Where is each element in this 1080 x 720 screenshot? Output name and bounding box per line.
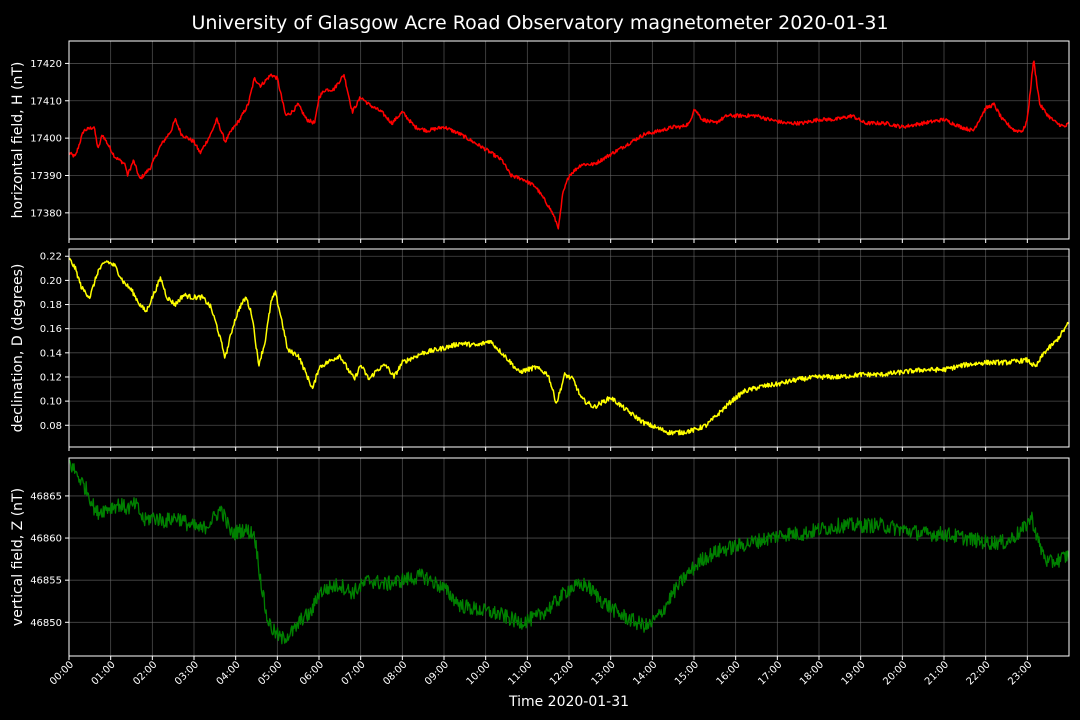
y-tick-label: 46865 (30, 491, 62, 502)
x-tick-label: 07:00 (340, 659, 368, 687)
x-tick-label: 22:00 (965, 659, 993, 687)
y-tick-label: 0.18 (40, 300, 62, 311)
y-tick-label: 17420 (30, 59, 62, 70)
y-axis-label-Z: vertical field, Z (nT) (10, 488, 26, 626)
x-tick-label: 14:00 (631, 659, 659, 687)
panel-frame (68, 248, 1070, 448)
x-tick-label: 01:00 (90, 659, 118, 687)
x-tick-label: 15:00 (673, 659, 701, 687)
panel-frame (68, 40, 1070, 240)
x-tick-label: 12:00 (548, 659, 576, 687)
panels: 17380 17390 17400 17410 17420 horizontal fiel… (10, 40, 1070, 660)
x-tick-label: 18:00 (798, 659, 826, 687)
x-tick-label: 19:00 (840, 659, 868, 687)
x-tick-label: 08:00 (381, 659, 409, 687)
y-tick-label: 46850 (30, 618, 62, 629)
y-tick-label: 0.22 (40, 252, 62, 263)
x-axis-label: Time 2020-01-31 (508, 694, 629, 710)
x-tick-label: 02:00 (131, 659, 159, 687)
y-tick-label: 0.14 (40, 348, 62, 359)
y-tick-label: 46855 (30, 576, 62, 587)
series-line-D (68, 257, 1070, 436)
y-axis-label-H: horizontal field, H (nT) (10, 62, 26, 219)
x-tick-label: 03:00 (173, 659, 201, 687)
x-tick-label: 21:00 (923, 659, 951, 687)
x-tick-label: 00:00 (48, 659, 76, 687)
x-tick-label: 10:00 (465, 659, 493, 687)
x-tick-label: 09:00 (423, 659, 451, 687)
panel-D: 0.08 0.10 0.12 0.14 0.16 0.18 0.20 0.22 declinat… (10, 248, 1070, 451)
x-tick-label: 05:00 (256, 659, 284, 687)
x-tick-label: 06:00 (298, 659, 326, 687)
y-tick-label: 17410 (30, 96, 62, 107)
x-tick-label: 23:00 (1006, 659, 1034, 687)
panel-frame (68, 457, 1070, 657)
y-tick-label: 0.20 (40, 276, 62, 287)
y-tick-label: 0.08 (40, 421, 62, 432)
y-tick-label: 0.10 (40, 397, 62, 408)
panel-H: 17380 17390 17400 17410 17420 horizontal fiel… (10, 40, 1070, 243)
x-tick-label: 11:00 (506, 659, 534, 687)
y-tick-label: 0.12 (40, 372, 62, 383)
x-tick-label: 16:00 (715, 659, 743, 687)
y-tick-label: 17400 (30, 134, 62, 145)
x-tick-label: 20:00 (881, 659, 909, 687)
y-axis-label-D: declination, D (degrees) (10, 264, 26, 433)
chart-title: University of Glasgow Acre Road Observat… (191, 12, 888, 34)
y-tick-label: 17380 (30, 208, 62, 219)
x-tick-label: 17:00 (756, 659, 784, 687)
x-axis: 00:00 01:00 02:00 03:00 04:00 05:00 06:00 07:00… (48, 659, 1034, 687)
y-tick-label: 17390 (30, 171, 62, 182)
y-tick-label: 0.16 (40, 324, 62, 335)
panel-Z: 46850 46855 46860 46865 vertical field, Z (n… (10, 457, 1070, 660)
x-tick-label: 04:00 (215, 659, 243, 687)
y-tick-label: 46860 (30, 534, 62, 545)
x-tick-label: 13:00 (590, 659, 618, 687)
series-line-Z (68, 459, 1070, 645)
series-line-H (68, 60, 1070, 230)
